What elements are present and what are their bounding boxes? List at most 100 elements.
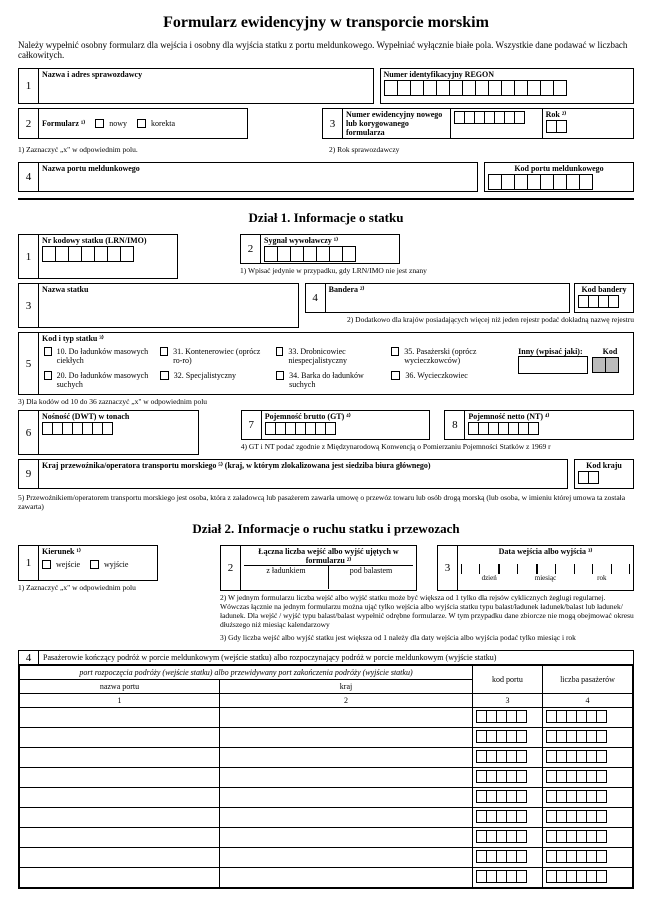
dwt-cells[interactable] bbox=[42, 422, 195, 438]
checkbox-korekta[interactable]: korekta bbox=[137, 119, 175, 128]
table-row[interactable] bbox=[20, 768, 633, 788]
checkbox-type-32[interactable]: 32. Specjalistyczny bbox=[160, 371, 270, 380]
call-sign-cells[interactable] bbox=[264, 246, 396, 262]
lrn-imo-cells[interactable] bbox=[42, 246, 174, 262]
regon-cells[interactable] bbox=[384, 80, 631, 96]
table-row[interactable] bbox=[20, 828, 633, 848]
field-label: Inny (wpisać jaki): bbox=[518, 347, 588, 356]
checkbox-type-35[interactable]: 35. Pasażerski (oprócz wycieczkowców) bbox=[391, 347, 512, 365]
footnote: 1) Zaznaczyć „x" w odpowiednim polu. bbox=[18, 145, 323, 154]
intro-text: Należy wypełnić osobny formularz dla wej… bbox=[18, 40, 634, 60]
field-label: Kod kraju bbox=[578, 461, 630, 470]
field-label: Bandera ²⁾ bbox=[329, 285, 566, 294]
checkbox-type-34[interactable]: 34. Barka do ładunków suchych bbox=[276, 371, 386, 389]
col-number: 4 bbox=[543, 694, 633, 708]
year-cells[interactable] bbox=[546, 120, 630, 136]
box-number: 7 bbox=[242, 411, 262, 439]
box-number: 3 bbox=[323, 109, 343, 138]
field-label: Nazwa i adres sprawozdawcy bbox=[42, 70, 370, 79]
other-type-field[interactable] bbox=[518, 356, 588, 374]
table-row[interactable] bbox=[20, 868, 633, 888]
passengers-table: port rozpoczęcia podróży (wejście statku… bbox=[19, 665, 633, 888]
page-title: Formularz ewidencyjny w transporcie mors… bbox=[18, 14, 634, 32]
col-number: 3 bbox=[473, 694, 543, 708]
field-label: Kod bbox=[592, 347, 628, 356]
form-number-cells[interactable] bbox=[454, 111, 538, 127]
box-number: 4 bbox=[19, 651, 39, 664]
field-label: Sygnał wywoławczy ¹⁾ bbox=[264, 236, 396, 245]
checkbox-type-36[interactable]: 36. Wycieczkowiec bbox=[391, 371, 512, 380]
flag-code-cells[interactable] bbox=[578, 295, 630, 311]
box-number: 1 bbox=[19, 69, 39, 103]
box-number: 3 bbox=[19, 284, 39, 327]
table-row[interactable] bbox=[20, 848, 633, 868]
table-title: Pasażerowie kończący podróż w porcie mel… bbox=[39, 651, 633, 664]
box-number: 1 bbox=[19, 235, 39, 278]
field-label: Pojemność brutto (GT) ⁴⁾ bbox=[265, 412, 427, 421]
footnote: 2) Dodatkowo dla krajów posiadających wi… bbox=[305, 315, 634, 324]
checkbox-type-31[interactable]: 31. Kontenerowiec (oprócz ro-ro) bbox=[160, 347, 270, 365]
box-number: 4 bbox=[306, 284, 326, 312]
field-label: Nazwa statku bbox=[42, 285, 295, 294]
checkbox-type-33[interactable]: 33. Drobnicowiec niespecjalistyczny bbox=[276, 347, 386, 365]
section-title: Dział 2. Informacje o ruchu statku i prz… bbox=[18, 521, 634, 537]
box-number: 6 bbox=[19, 411, 39, 454]
field-label: Formularz ¹⁾ bbox=[42, 119, 85, 128]
field-label: Pojemność netto (NT) ⁴⁾ bbox=[468, 412, 630, 421]
footnote: 1) Wpisać jedynie w przypadku, gdy LRN/I… bbox=[240, 266, 427, 275]
field-label: Nazwa portu meldunkowego bbox=[42, 164, 474, 173]
footnote: 2) W jednym formularzu liczba wejść albo… bbox=[220, 593, 634, 629]
field-label: Kod bandery bbox=[578, 285, 630, 294]
checkbox-type-10[interactable]: 10. Do ładunków masowych ciekłych bbox=[44, 347, 154, 365]
section-title: Dział 1. Informacje o statku bbox=[18, 210, 634, 226]
ballast-field[interactable] bbox=[329, 575, 413, 589]
box-number: 9 bbox=[19, 460, 39, 488]
checkbox-wejscie[interactable]: wejście bbox=[42, 560, 80, 569]
col-header: nazwa portu bbox=[20, 680, 220, 694]
port-code-cells[interactable] bbox=[488, 174, 630, 190]
col-header: kod portu bbox=[473, 666, 543, 694]
box-number: 3 bbox=[438, 546, 458, 590]
table-row[interactable] bbox=[20, 748, 633, 768]
flag-field[interactable] bbox=[329, 294, 566, 311]
country-code-cells[interactable] bbox=[578, 471, 630, 487]
footnote: 5) Przewoźnikiem/operatorem transportu m… bbox=[18, 493, 634, 511]
col-header: kraj bbox=[220, 680, 473, 694]
field-label: Numer identyfikacyjny REGON bbox=[384, 70, 631, 79]
checkbox-wyjscie[interactable]: wyjście bbox=[90, 560, 128, 569]
footnote: 1) Zaznaczyć „x" w odpowiednim polu bbox=[18, 583, 158, 592]
table-row[interactable] bbox=[20, 728, 633, 748]
carrier-country-field[interactable] bbox=[42, 470, 564, 487]
field-label: Rok ²⁾ bbox=[546, 110, 630, 119]
gt-cells[interactable] bbox=[265, 422, 427, 438]
box-number: 1 bbox=[19, 546, 39, 580]
checkbox-type-20[interactable]: 20. Do ładunków masowych suchych bbox=[44, 371, 154, 389]
field-label: Nr kodowy statku (LRN/IMO) bbox=[42, 236, 174, 245]
col-header: port rozpoczęcia podróży (wejście statku… bbox=[20, 666, 473, 680]
port-name-field[interactable] bbox=[42, 173, 474, 190]
col-header: z ładunkiem bbox=[244, 566, 329, 575]
box-number: 2 bbox=[221, 546, 241, 590]
box-number: 2 bbox=[241, 235, 261, 263]
table-row[interactable] bbox=[20, 708, 633, 728]
field-label: Data wejścia albo wyjścia ³⁾ bbox=[461, 547, 630, 556]
name-address-field[interactable] bbox=[42, 79, 370, 102]
footnote: 3) Dla kodów od 10 do 36 zaznaczyć „x" w… bbox=[18, 397, 634, 406]
checkbox-nowy[interactable]: nowy bbox=[95, 119, 127, 128]
field-label: Kod portu meldunkowego bbox=[488, 164, 630, 173]
nt-cells[interactable] bbox=[468, 422, 630, 438]
with-cargo-field[interactable] bbox=[244, 575, 329, 589]
table-row[interactable] bbox=[20, 788, 633, 808]
table-row[interactable] bbox=[20, 808, 633, 828]
footnote: 4) GT i NT podać zgodnie z Międzynarodow… bbox=[241, 442, 634, 451]
field-label: Kod i typ statku ³⁾ bbox=[42, 334, 630, 343]
footnote: 2) Rok sprawozdawczy bbox=[329, 145, 634, 154]
type-code-cells[interactable] bbox=[592, 357, 628, 373]
box-number: 5 bbox=[19, 333, 39, 394]
field-label: Numer ewidencyjny nowego lub korygowaneg… bbox=[346, 110, 447, 137]
box-number: 8 bbox=[445, 411, 465, 439]
box-number: 4 bbox=[19, 163, 39, 191]
ship-name-field[interactable] bbox=[42, 294, 295, 326]
date-ticks[interactable] bbox=[461, 564, 630, 574]
footnote: 3) Gdy liczba wejść albo wyjść statku je… bbox=[220, 633, 634, 642]
